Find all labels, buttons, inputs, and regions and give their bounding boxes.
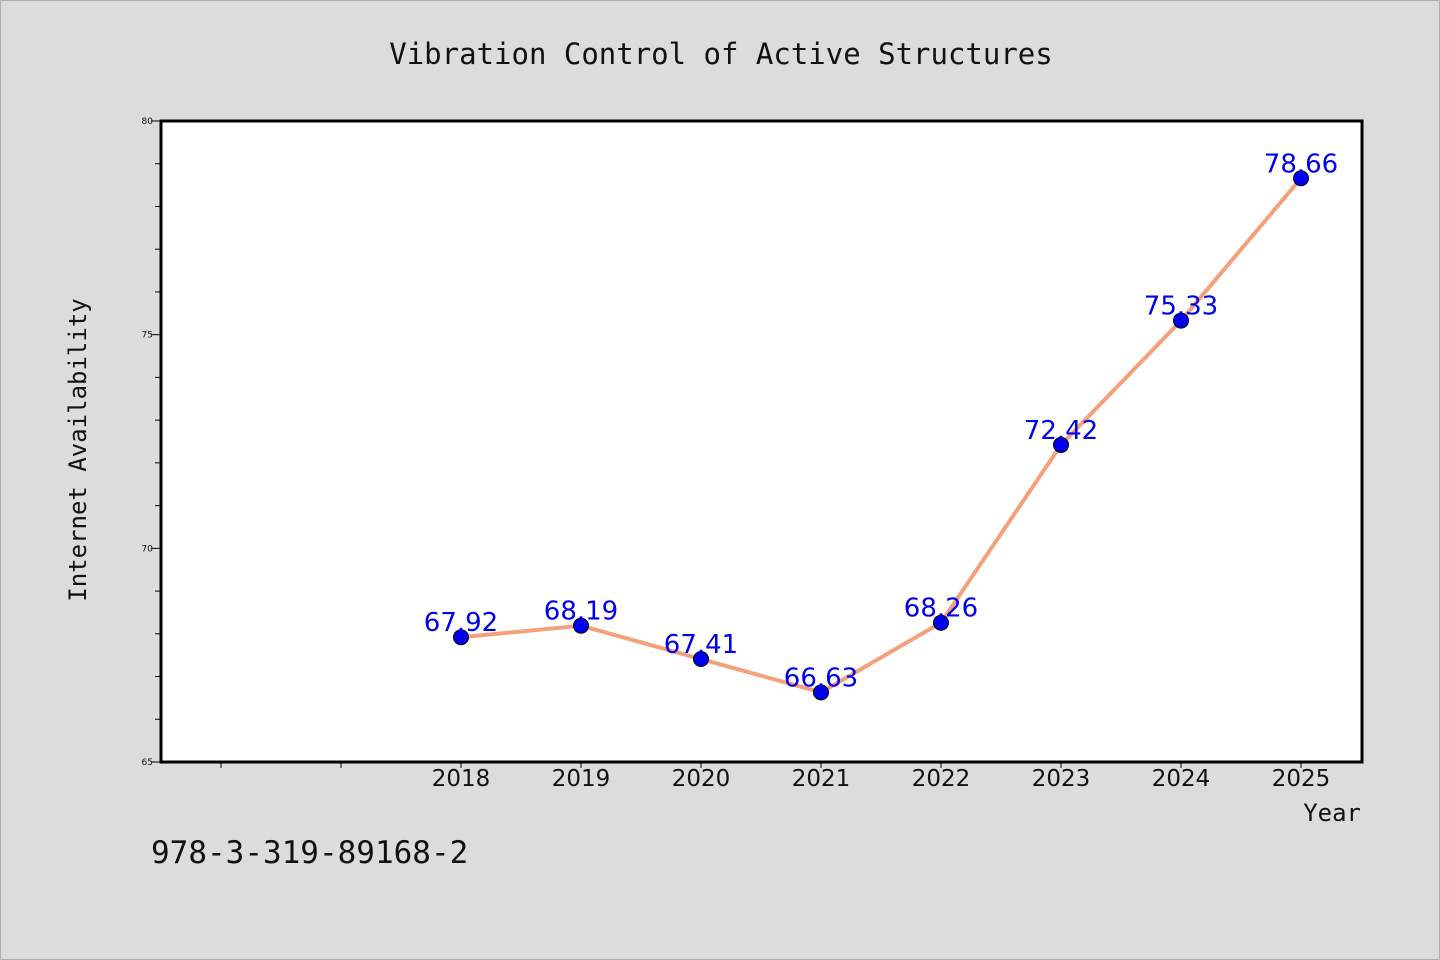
data-point [1053, 436, 1069, 453]
data-point [693, 651, 709, 668]
data-label: 75.33 [1144, 292, 1218, 322]
data-label-layer: 67.92 68.19 67.41 66.63 68.26 72.42 75.33 78.66 [424, 149, 1338, 693]
y-tick-label: 70 [142, 544, 154, 554]
x-tick-label: 2021 [792, 766, 851, 792]
y-tick-label: 65 [142, 758, 153, 768]
data-point [453, 629, 469, 646]
plot-area [159, 119, 1364, 764]
x-tick-label: 2020 [672, 766, 731, 792]
data-label: 68.26 [904, 594, 978, 624]
data-label: 78.66 [1264, 149, 1338, 179]
data-point [933, 614, 949, 631]
data-label: 67.92 [424, 608, 498, 638]
data-point [1293, 170, 1309, 187]
y-axis: 65 70 75 80 [142, 117, 161, 768]
x-tick-label: 2024 [1152, 766, 1211, 792]
x-tick-label: 2018 [432, 766, 491, 792]
data-point [813, 684, 829, 701]
data-point [1173, 312, 1189, 329]
y-tick-label: 75 [142, 331, 153, 341]
y-axis-label: Internet Availability [64, 298, 92, 601]
x-axis: 2018 2019 2020 2021 2022 2023 2024 2025 [220, 762, 1331, 792]
y-tick-label: 80 [142, 117, 154, 127]
series-line [459, 176, 1303, 695]
x-axis-label: Year [1303, 799, 1361, 827]
series-layer [453, 170, 1309, 701]
data-label: 72.42 [1024, 416, 1098, 446]
x-tick-label: 2019 [552, 766, 611, 792]
data-label: 66.63 [784, 663, 858, 693]
x-tick-label: 2025 [1272, 766, 1331, 792]
isbn-text: 978-3-319-89168-2 [151, 835, 469, 871]
chart-title: Vibration Control of Active Structures [389, 37, 1052, 71]
data-point [573, 617, 589, 634]
x-tick-label: 2022 [912, 766, 971, 792]
data-label: 67.41 [664, 630, 738, 660]
data-label: 68.19 [544, 597, 618, 627]
x-tick-label: 2023 [1032, 766, 1091, 792]
